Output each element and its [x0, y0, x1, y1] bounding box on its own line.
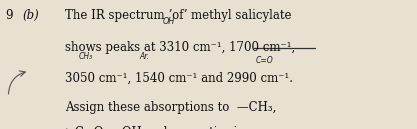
- Text: 3050 cm⁻¹, 1540 cm⁻¹ and 2990 cm⁻¹.: 3050 cm⁻¹, 1540 cm⁻¹ and 2990 cm⁻¹.: [65, 72, 293, 85]
- Text: The IR spectrum ʼofʼ methyl salicylate: The IR spectrum ʼofʼ methyl salicylate: [65, 9, 291, 22]
- Text: CH₃: CH₃: [78, 52, 93, 61]
- Text: OH: OH: [163, 17, 175, 26]
- Text: shows peaks at 3310 cm⁻¹, 1700 cm⁻¹,: shows peaks at 3310 cm⁻¹, 1700 cm⁻¹,: [65, 41, 295, 54]
- Text: 9: 9: [5, 9, 13, 22]
- Text: C=O: C=O: [255, 56, 273, 65]
- Text: Ar.: Ar.: [140, 52, 150, 61]
- Text: (b): (b): [23, 9, 40, 22]
- Text: >C=O, —OH and aromatic ring.: >C=O, —OH and aromatic ring.: [65, 126, 256, 129]
- Text: Assign these absorptions to  —CH₃,: Assign these absorptions to —CH₃,: [65, 101, 276, 114]
